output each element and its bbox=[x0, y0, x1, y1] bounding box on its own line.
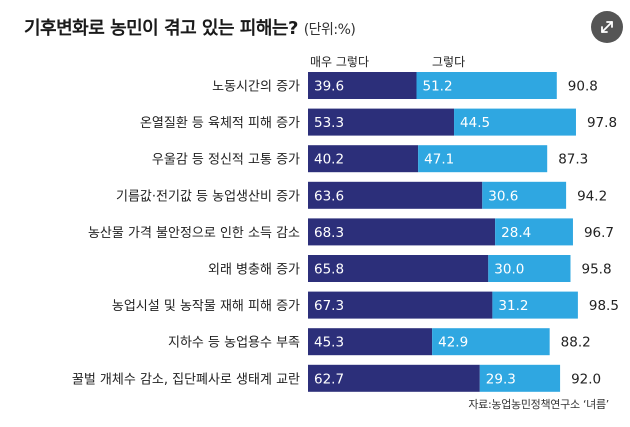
value-label-very-much: 39.6 bbox=[314, 79, 344, 95]
bar-somewhat bbox=[488, 255, 571, 282]
legend-somewhat: 그렇다 bbox=[432, 54, 465, 69]
expand-button[interactable] bbox=[591, 11, 623, 43]
category-label: 외래 병충해 증가 bbox=[208, 263, 300, 278]
category-label: 지하수 등 농업용수 부족 bbox=[168, 336, 300, 351]
value-label-somewhat: 51.2 bbox=[423, 79, 453, 95]
source-note: 자료:농업농민정책연구소 ‘녀름’ bbox=[468, 398, 609, 411]
bar-somewhat bbox=[479, 364, 561, 392]
total-label: 90.8 bbox=[568, 79, 598, 95]
bar-somewhat bbox=[495, 218, 573, 246]
total-label: 96.7 bbox=[584, 225, 614, 241]
value-label-very-much: 65.8 bbox=[314, 262, 344, 278]
value-label-somewhat: 31.2 bbox=[498, 298, 528, 314]
chart-title: 기후변화로 농민이 겪고 있는 피해는? (단위:%) bbox=[24, 14, 356, 40]
category-label: 노동시간의 증가 bbox=[212, 80, 300, 95]
bar-somewhat bbox=[492, 291, 578, 319]
category-label: 농업시설 및 농작물 재해 피해 증가 bbox=[112, 299, 300, 314]
total-label: 98.5 bbox=[589, 298, 619, 314]
bar-very-much bbox=[308, 181, 483, 209]
value-label-somewhat: 42.9 bbox=[438, 335, 468, 351]
legend-very-much: 매우 그렇다 bbox=[310, 54, 369, 69]
chart-title-text: 기후변화로 농민이 겪고 있는 피해는? bbox=[24, 18, 298, 39]
chart-unit: (단위:%) bbox=[303, 22, 356, 38]
bar-somewhat bbox=[482, 181, 567, 209]
bar-very-much bbox=[308, 145, 419, 173]
value-label-somewhat: 28.4 bbox=[501, 225, 531, 241]
bar-very-much bbox=[308, 255, 489, 282]
value-label-somewhat: 29.3 bbox=[486, 371, 516, 387]
category-label: 기름값·전기값 등 농업생산비 증가 bbox=[116, 189, 300, 204]
bar-very-much bbox=[308, 108, 455, 136]
total-label: 87.3 bbox=[558, 152, 588, 168]
total-label: 95.8 bbox=[581, 262, 611, 278]
value-label-very-much: 40.2 bbox=[314, 152, 344, 168]
expand-icon bbox=[601, 21, 613, 33]
bar-very-much bbox=[308, 218, 496, 246]
value-label-somewhat: 30.6 bbox=[488, 188, 518, 204]
category-label: 꿀벌 개체수 감소, 집단폐사로 생태계 교란 bbox=[72, 372, 300, 387]
bar-very-much bbox=[308, 364, 480, 392]
bar-somewhat bbox=[416, 72, 557, 99]
category-label: 우울감 등 정신적 고통 증가 bbox=[152, 153, 300, 168]
total-label: 97.8 bbox=[587, 115, 617, 131]
value-label-somewhat: 44.5 bbox=[460, 115, 490, 131]
bar-very-much bbox=[308, 72, 417, 99]
value-label-very-much: 53.3 bbox=[314, 115, 344, 131]
value-label-very-much: 45.3 bbox=[314, 335, 344, 351]
bar-somewhat bbox=[454, 108, 576, 136]
value-label-somewhat: 30.0 bbox=[494, 262, 524, 278]
value-label-very-much: 67.3 bbox=[314, 298, 344, 314]
total-label: 88.2 bbox=[561, 335, 591, 351]
value-label-somewhat: 47.1 bbox=[424, 152, 454, 168]
category-label: 온열질환 등 육체적 피해 증가 bbox=[140, 116, 300, 131]
bar-somewhat bbox=[432, 328, 550, 356]
total-label: 94.2 bbox=[577, 188, 607, 204]
value-label-very-much: 68.3 bbox=[314, 225, 344, 241]
bar-very-much bbox=[308, 328, 433, 356]
total-label: 92.0 bbox=[571, 371, 601, 387]
bar-somewhat bbox=[418, 145, 548, 173]
value-label-very-much: 63.6 bbox=[314, 188, 344, 204]
category-label: 농산물 가격 불안정으로 인한 소득 감소 bbox=[88, 226, 300, 241]
bar-very-much bbox=[308, 291, 493, 319]
value-label-very-much: 62.7 bbox=[314, 371, 344, 387]
